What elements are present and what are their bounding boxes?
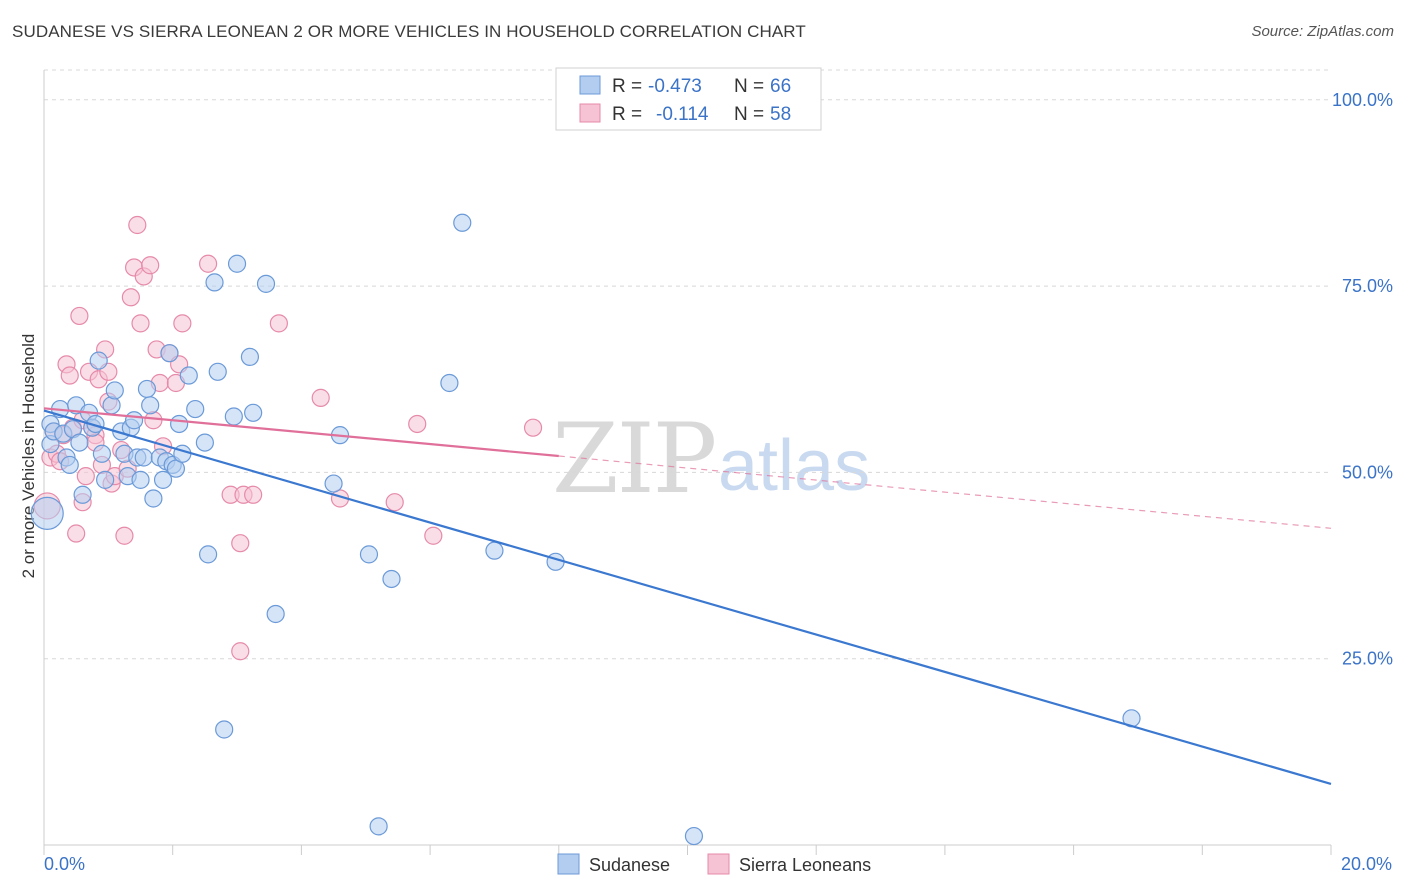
y-tick-labels: 25.0% 50.0% 75.0% 100.0% <box>1332 90 1393 669</box>
legend-n-label-sierra-leoneans: N = <box>734 104 764 125</box>
sudanese-point <box>453 213 472 232</box>
stats-legend: R = -0.473 N = 66 R = -0.114 N = 58 <box>555 67 822 131</box>
sudanese-point <box>485 541 504 560</box>
sudanese-point <box>134 448 153 467</box>
y-tick-label: 25.0% <box>1342 649 1393 669</box>
sudanese-point <box>73 485 92 504</box>
chart-source: Source: ZipAtlas.com <box>1251 23 1394 40</box>
legend-n-value-sudanese: 66 <box>770 76 791 97</box>
sudanese-point <box>179 366 198 385</box>
sierra-leoneans-point <box>244 485 263 504</box>
sudanese-point <box>359 545 379 564</box>
sudanese-point <box>137 379 157 399</box>
sierra-leoneans-point <box>198 254 218 273</box>
sudanese-point <box>131 470 150 489</box>
legend-swatch-sierra-leoneans <box>579 103 601 123</box>
sierra-leoneans-point <box>141 256 160 275</box>
legend-n-label-sudanese: N = <box>734 76 764 97</box>
sierra-leoneans-point <box>231 642 250 661</box>
sierra-leoneans-trend-line <box>43 407 559 458</box>
sudanese-point <box>70 433 89 452</box>
sudanese-point <box>266 604 285 624</box>
bottom-legend-swatch-sierra-leoneans <box>707 853 730 875</box>
series-legend: Sudanese Sierra Leoneans <box>557 853 871 875</box>
sudanese-point <box>369 817 388 836</box>
sudanese-point <box>215 720 234 739</box>
sierra-leoneans-point <box>173 314 192 333</box>
legend-r-value-sudanese: -0.473 <box>648 76 702 97</box>
sudanese-point <box>684 826 704 846</box>
watermark-zip: ZIP <box>552 403 715 515</box>
sierra-leoneans-point <box>408 414 427 434</box>
sudanese-point <box>124 411 144 430</box>
series-sierra-leoneans-points <box>33 215 543 661</box>
sudanese-point <box>89 351 108 370</box>
series-sudanese-points <box>30 213 1141 846</box>
sudanese-point <box>170 414 189 434</box>
sudanese-point <box>30 496 64 530</box>
legend-swatch-sudanese <box>579 75 601 95</box>
sierra-leoneans-point <box>131 314 150 333</box>
sudanese-point <box>96 470 115 489</box>
sierra-leoneans-point <box>128 215 147 235</box>
trend-lines <box>43 407 1332 785</box>
sierra-leoneans-point <box>67 524 86 543</box>
x-axis-ticks <box>43 845 1332 855</box>
legend-n-value-sierra-leoneans: 58 <box>770 104 791 125</box>
legend-r-value-sierra-leoneans: -0.114 <box>656 104 709 125</box>
sudanese-point <box>205 273 224 292</box>
sierra-leoneans-point <box>424 526 443 545</box>
x-tick-label-max: 20.0% <box>1341 854 1392 874</box>
sudanese-point <box>224 407 243 426</box>
y-axis-title: 2 or more Vehicles in Household <box>19 334 38 579</box>
watermark-atlas: atlas <box>718 426 870 506</box>
sierra-leoneans-trend-extension <box>558 455 1332 529</box>
sierra-leoneans-point <box>385 493 404 512</box>
sudanese-point <box>105 381 124 400</box>
sudanese-point <box>141 396 160 415</box>
sudanese-point <box>102 396 121 415</box>
sierra-leoneans-point <box>70 306 89 326</box>
y-tick-label: 100.0% <box>1332 90 1393 110</box>
sierra-leoneans-point <box>231 534 250 553</box>
sudanese-point <box>244 403 263 422</box>
bottom-legend-label-sudanese: Sudanese <box>589 855 670 875</box>
sudanese-point <box>240 347 260 366</box>
sudanese-point <box>160 344 179 363</box>
sudanese-point <box>382 569 401 589</box>
x-tick-label-min: 0.0% <box>44 854 85 874</box>
watermark: ZIP atlas <box>552 403 870 515</box>
sierra-leoneans-point <box>115 526 134 545</box>
sierra-leoneans-point <box>76 467 95 486</box>
sudanese-point <box>186 399 205 419</box>
sierra-leoneans-point <box>144 411 163 430</box>
legend-r-label-sudanese: R = <box>612 76 642 97</box>
sudanese-point <box>144 489 163 508</box>
sudanese-point <box>256 274 276 293</box>
bottom-legend-swatch-sudanese <box>557 853 580 875</box>
sudanese-point <box>198 545 218 564</box>
sierra-leoneans-point <box>269 314 288 333</box>
sudanese-point <box>195 433 214 452</box>
gridlines <box>44 69 1331 660</box>
sudanese-point <box>92 444 112 463</box>
chart-title: SUDANESE VS SIERRA LEONEAN 2 OR MORE VEH… <box>12 22 806 41</box>
sierra-leoneans-point <box>121 288 140 307</box>
sudanese-point <box>153 470 173 489</box>
sudanese-point <box>227 254 247 273</box>
y-tick-label: 75.0% <box>1342 276 1393 296</box>
sudanese-point <box>208 362 227 381</box>
bottom-legend-label-sierra-leoneans: Sierra Leoneans <box>739 855 871 875</box>
sudanese-point <box>324 474 343 493</box>
sudanese-point <box>60 455 79 475</box>
legend-r-label-sierra-leoneans: R = <box>612 104 642 125</box>
y-tick-label: 50.0% <box>1342 462 1393 482</box>
sudanese-trend-line <box>43 409 1332 785</box>
sudanese-point <box>440 373 459 393</box>
sierra-leoneans-point <box>311 388 330 407</box>
sierra-leoneans-point <box>60 366 79 385</box>
sierra-leoneans-point <box>523 418 543 437</box>
